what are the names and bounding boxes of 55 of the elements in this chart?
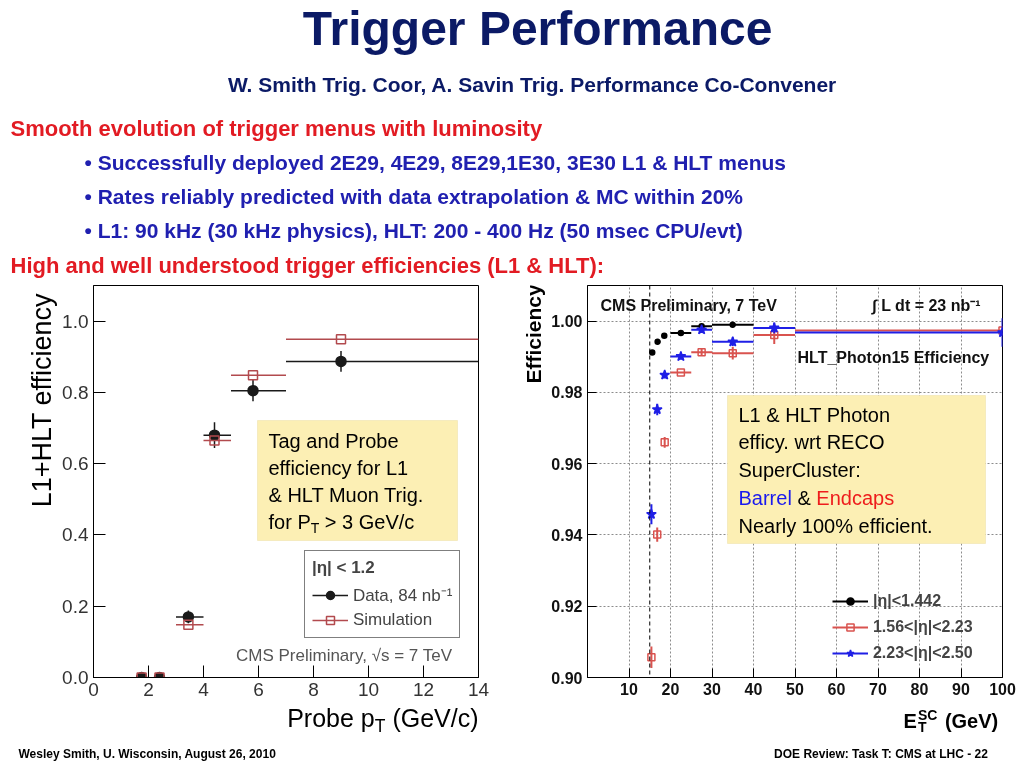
y-tick-label: 1.0 (62, 310, 89, 332)
text: • Rates reliably predicted with data extrapolation & MC within 20% (84, 185, 744, 208)
x-tick-label: 80 (910, 680, 929, 698)
y-tick-label: 0.94 (551, 526, 583, 544)
x-tick-label: 8 (308, 678, 319, 700)
legend-label: Data, 84 nb⁻¹ (352, 585, 453, 606)
legend-label: |η|<1.442 (872, 592, 942, 610)
y-tick-label: 0.0 (62, 667, 89, 688)
text: • Successfully deployed 2E29, 4E29, 8E29,1E30, 3E30 L1 & HLT menus (84, 151, 786, 174)
legend-title: |η| < 1.2 (311, 558, 376, 578)
x-tick-label: 6 (253, 678, 264, 700)
annotation: L1 & HLT Photon efficy. wrt RECO SuperCluster: (738, 403, 891, 481)
x-tick-label: 50 (786, 680, 804, 698)
legend-label: 1.56<|η|<2.23 (872, 618, 973, 636)
legend-label: 2.23<|η|<2.50 (872, 644, 973, 662)
x-tick-label: 100 (989, 680, 1016, 698)
text: W. Smith Trig. Coor, A. Savin Trig. Performance Co-Convener (227, 73, 837, 96)
y-tick-label: 0.8 (62, 381, 89, 403)
x-tick-label: 60 (827, 680, 846, 698)
x-tick-label: 70 (869, 680, 887, 698)
annotation: HLT_Photon15 Efficiency (797, 349, 990, 366)
annotation: ∫ L dt = 23 nb⁻¹ (870, 297, 981, 315)
y-axis-title: L1+HLT efficiency (26, 292, 57, 508)
x-tick-label: 2 (143, 678, 154, 700)
text: Trigger Performance (302, 2, 773, 55)
text: • L1: 90 kHz (30 kHz physics), HLT: 200 - 400 Hz (50 msec CPU/evt) (84, 219, 743, 242)
x-tick-label: 40 (744, 680, 763, 698)
x-tick-label: 20 (661, 680, 680, 698)
x-tick-label: 0 (88, 678, 99, 700)
y-tick-label: 0.98 (551, 384, 583, 402)
x-tick-label: 10 (620, 680, 638, 698)
annotation: Endcaps (816, 486, 895, 509)
legend-label: Simulation (352, 610, 433, 630)
y-tick-label: 0.90 (551, 669, 583, 687)
annotation: CMS Preliminary, 7 TeV (600, 297, 778, 314)
x-tick-label: 4 (198, 678, 210, 700)
annotation: Barrel (738, 486, 792, 509)
y-tick-label: 0.92 (551, 598, 583, 616)
text: Smooth evolution of trigger menus with luminosity (10, 116, 543, 141)
annotation: & (797, 486, 812, 509)
text: Wesley Smith, U. Wisconsin, August 26, 2010 (18, 746, 277, 761)
text: DOE Review: Task T: CMS at LHC - 22 (774, 746, 989, 761)
annotation: Nearly 100% efficient. (738, 514, 933, 537)
y-tick-label: 1.00 (551, 313, 583, 331)
y-tick-label: 0.4 (62, 524, 89, 546)
y-tick-label: 0.96 (551, 455, 583, 473)
x-tick-label: 10 (357, 678, 380, 700)
x-tick-label: 14 (467, 678, 490, 700)
y-tick-label: 0.6 (62, 453, 89, 475)
x-tick-label: 12 (412, 678, 435, 700)
x-tick-label: 90 (952, 680, 970, 698)
y-tick-label: 0.2 (62, 595, 89, 617)
annotation: CMS Preliminary, √s = 7 TeV (235, 646, 453, 665)
text: High and well understood trigger efficiencies (L1 & HLT): (10, 253, 605, 278)
x-tick-label: 30 (703, 680, 721, 698)
